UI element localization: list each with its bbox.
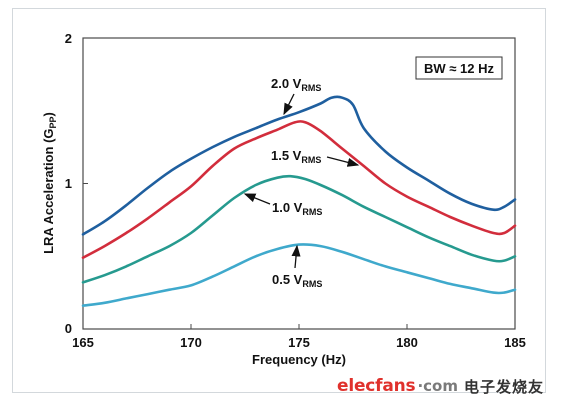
series-line-0-5v	[81, 243, 517, 307]
series-label-2v: 2.0 VRMS	[271, 76, 321, 93]
y-axis-title: LRA Acceleration (GPP)	[41, 112, 58, 254]
arrow-1v	[243, 193, 271, 205]
y-axis-title-end: )	[41, 112, 56, 116]
x-tick-label-165: 165	[72, 335, 94, 350]
x-tick-label-170: 170	[180, 335, 202, 350]
y-tick-label-2: 2	[65, 31, 72, 46]
x-tick-label-185: 185	[504, 335, 526, 350]
arrow-0-5v	[291, 244, 301, 269]
y-axis-title-sub: PP	[48, 116, 58, 128]
y-tick-label-0: 0	[65, 321, 72, 336]
watermark-text: elecfans	[337, 376, 416, 396]
tick-marks	[82, 37, 516, 330]
bandwidth-box	[415, 56, 503, 80]
watermark-logo: elecfans ·com 电子发烧友	[337, 375, 544, 397]
series-label-1v: 1.0 VRMS	[272, 200, 322, 217]
arrow-2v	[283, 93, 295, 116]
x-axis-title: Frequency (Hz)	[252, 352, 346, 367]
y-tick-label-1: 1	[65, 176, 72, 191]
bandwidth-label: BW ≈ 12 Hz	[424, 61, 494, 76]
x-tick-label-180: 180	[396, 335, 418, 350]
series-line-1v	[81, 174, 517, 284]
watermark-chinese: 电子发烧友	[463, 377, 544, 396]
series-line-2v	[81, 95, 517, 236]
watermark-dotcom: ·com	[417, 377, 458, 395]
y-axis-title-main: LRA Acceleration (G	[41, 128, 56, 253]
series-line-1-5v	[81, 120, 517, 259]
series-lines	[81, 95, 517, 307]
series-label-0-5v: 0.5 VRMS	[272, 272, 322, 289]
series-label-1-5v: 1.5 VRMS	[271, 148, 321, 165]
arrow-1-5v	[326, 156, 360, 167]
annotations	[243, 93, 360, 269]
x-tick-label-175: 175	[288, 335, 310, 350]
